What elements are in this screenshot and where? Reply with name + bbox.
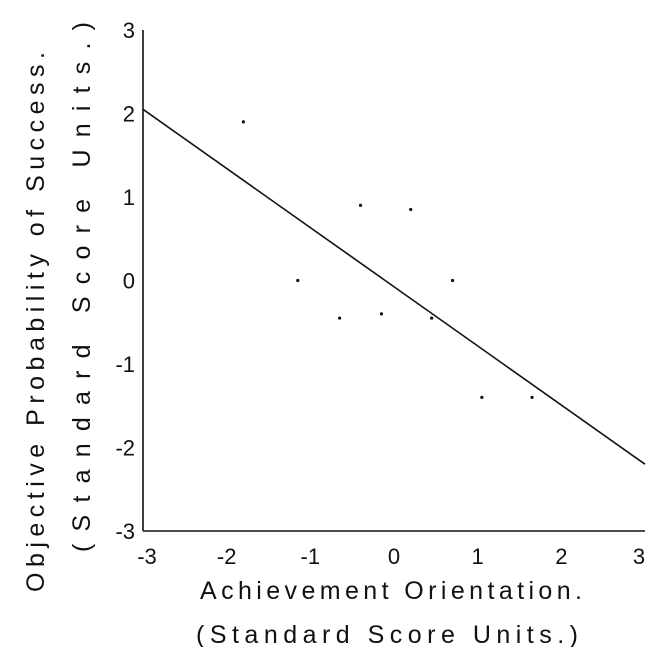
regression-line: [142, 108, 646, 465]
y-tick-label: -1: [115, 352, 135, 377]
x-tick-label: 1: [472, 544, 484, 569]
data-point: [241, 120, 245, 124]
x-axis-title-line-1: Achievement Orientation.: [200, 577, 582, 605]
data-point: [530, 395, 534, 399]
data-point: [480, 395, 484, 399]
data-point: [338, 316, 342, 320]
y-tick-label: 1: [123, 185, 135, 210]
data-point: [409, 207, 413, 212]
x-tick-label: 2: [555, 544, 567, 569]
y-tick-label: 0: [123, 269, 135, 294]
x-tick-label: -3: [137, 544, 157, 569]
x-tick-label: -1: [301, 544, 321, 569]
axes: [142, 30, 645, 532]
y-tick-label: -3: [115, 519, 135, 544]
y-tick-labels: -3 -2 -1 0 1 2 3: [115, 18, 135, 544]
x-tick-label: 0: [388, 544, 400, 569]
y-axis-title-line-1: Objective Probability of Success.: [22, 52, 50, 592]
y-tick-label: -2: [115, 436, 135, 461]
data-point: [296, 278, 300, 283]
data-point: [430, 316, 434, 320]
y-tick-label: 3: [123, 18, 135, 43]
x-axis-title-line-2: (Standard Score Units.): [196, 621, 578, 647]
data-point: [358, 203, 363, 207]
x-tick-label: -2: [217, 544, 237, 569]
y-tick-label: 2: [123, 102, 135, 127]
x-tick-label: 3: [633, 544, 645, 569]
data-point: [450, 278, 455, 283]
y-axis-title-line-2: (Standard Score Units.): [68, 22, 96, 552]
data-point: [379, 312, 384, 316]
x-tick-labels: -3 -2 -1 0 1 2 3: [137, 544, 645, 569]
data-points: [241, 120, 534, 399]
